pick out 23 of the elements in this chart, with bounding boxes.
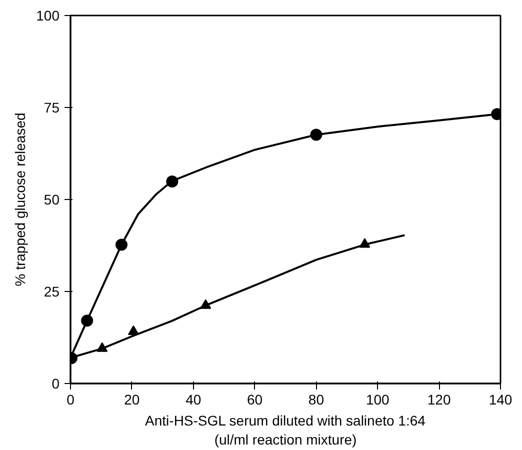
x-axis-title: Anti-HS-SGL serum diluted with salineto 1:64 (ul/ml reaction mixture) bbox=[145, 412, 426, 448]
point bbox=[96, 342, 108, 352]
y-tick-label: 100 bbox=[36, 8, 60, 24]
point bbox=[81, 314, 94, 327]
point bbox=[128, 325, 139, 335]
x-tick-label: 80 bbox=[308, 392, 324, 408]
y-tick-label: 75 bbox=[44, 100, 60, 116]
y-axis-title: % trapped glucose released bbox=[12, 112, 28, 286]
x-tick-label: 140 bbox=[488, 392, 512, 408]
x-tick-label: 0 bbox=[66, 392, 75, 408]
point bbox=[166, 175, 178, 188]
point bbox=[359, 238, 370, 248]
x-tick-label: 40 bbox=[186, 392, 202, 408]
y-tick-label: 25 bbox=[44, 284, 60, 300]
point bbox=[200, 299, 212, 309]
y-tick-label: 50 bbox=[44, 192, 60, 208]
x-tick-label: 100 bbox=[366, 392, 390, 408]
x-tick-label: 20 bbox=[124, 392, 140, 408]
x-tick-label: 120 bbox=[427, 392, 451, 408]
y-tick-label: 0 bbox=[52, 376, 60, 392]
point bbox=[115, 238, 128, 251]
point bbox=[310, 128, 322, 141]
x-tick-label: 60 bbox=[247, 392, 263, 408]
